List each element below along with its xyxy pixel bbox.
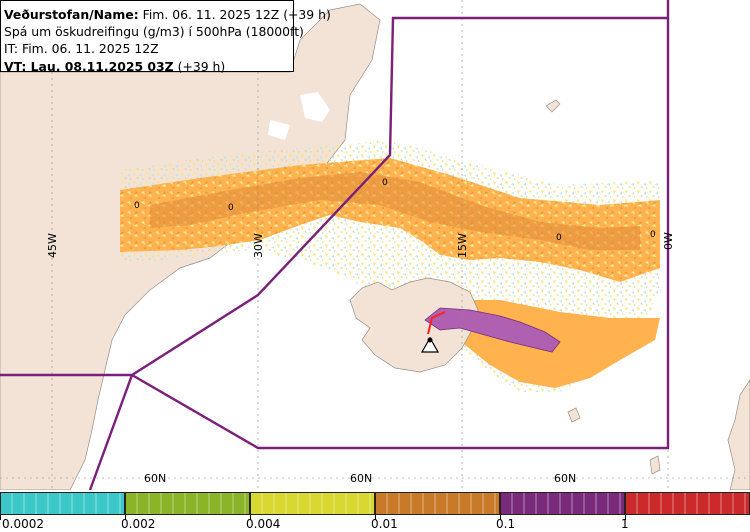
legend-tick-label: 0.002 [121, 517, 156, 531]
legend-tick-mark [500, 515, 501, 520]
legend-swatch [625, 492, 750, 515]
longitude-label: 15W [456, 233, 469, 258]
longitude-label: 45W [46, 233, 59, 258]
ash-plume-peak [427, 311, 446, 335]
legend-swatch [125, 492, 250, 515]
concentration-legend: 0.0002 0.002 0.004 0.01 0.1 1 [0, 490, 750, 532]
contour-label: 0 [382, 178, 388, 188]
longitude-label: 0W [662, 232, 675, 250]
latitude-label: 60N [144, 472, 166, 485]
legend-tick-mark [0, 515, 1, 520]
shetland [649, 455, 661, 475]
legend-swatch [500, 492, 625, 515]
legend-tick-mark [250, 515, 251, 520]
legend-swatch [250, 492, 375, 515]
ash-plume-high [424, 307, 561, 353]
legend-tick-label: 0.0002 [2, 517, 44, 531]
product-line: Spá um öskudreifingu (g/m3) í 500hPa (18… [4, 24, 304, 40]
fir-boundary [0, 0, 670, 490]
faroe-islands [567, 407, 581, 423]
ash-plume-mid [150, 172, 640, 250]
legend-tick-mark [125, 515, 126, 520]
legend-tick-label: 1 [621, 517, 629, 531]
legend-tick-label: 0.004 [246, 517, 281, 531]
legend-tick-mark [375, 515, 376, 520]
valid-time: VT: Lau. 08.11.2025 03Z [4, 58, 174, 74]
ash-dispersion-map: 45W 30W 15W 0W 60N 60N 60N 0 0 0 0 0 [0, 0, 750, 490]
agency-line: Veðurstofan/Name: Fim. 06. 11. 2025 12Z … [4, 6, 331, 23]
legend-swatch [0, 492, 125, 515]
latitude-label: 60N [554, 472, 576, 485]
volcano-warning-triangle-icon [420, 336, 440, 353]
longitude-label: 30W [252, 233, 265, 258]
contour-label: 0 [556, 233, 562, 243]
norway-coast [727, 379, 750, 490]
agency-value: Fim. 06. 11. 2025 12Z (+39 h) [142, 7, 331, 22]
greenland-fjord [268, 120, 290, 140]
map: 45W 30W 15W 0W 60N 60N 60N 0 0 0 0 0 [0, 0, 750, 490]
valid-time-line: VT: Lau. 08.11.2025 03Z (+39 h) [4, 58, 293, 75]
legend-swatch [375, 492, 500, 515]
legend-tick-label: 0.1 [496, 517, 516, 531]
contour-label: 0 [134, 201, 140, 211]
legend-tick-label: 0.01 [371, 517, 398, 531]
valid-offset: (+39 h) [177, 58, 226, 74]
forecast-info-box: Veðurstofan/Name: Fim. 06. 11. 2025 12Z … [0, 0, 331, 75]
jan-mayen [545, 99, 561, 113]
contour-label: 0 [650, 230, 656, 240]
agency-label: Veðurstofan/Name: [4, 7, 139, 22]
latitude-label: 60N [350, 472, 372, 485]
initial-time: IT: Fim. 06. 11. 2025 12Z [4, 41, 159, 57]
greenland-fjord [300, 92, 330, 122]
contour-label: 0 [228, 203, 234, 213]
legend-tick-mark [625, 515, 626, 520]
